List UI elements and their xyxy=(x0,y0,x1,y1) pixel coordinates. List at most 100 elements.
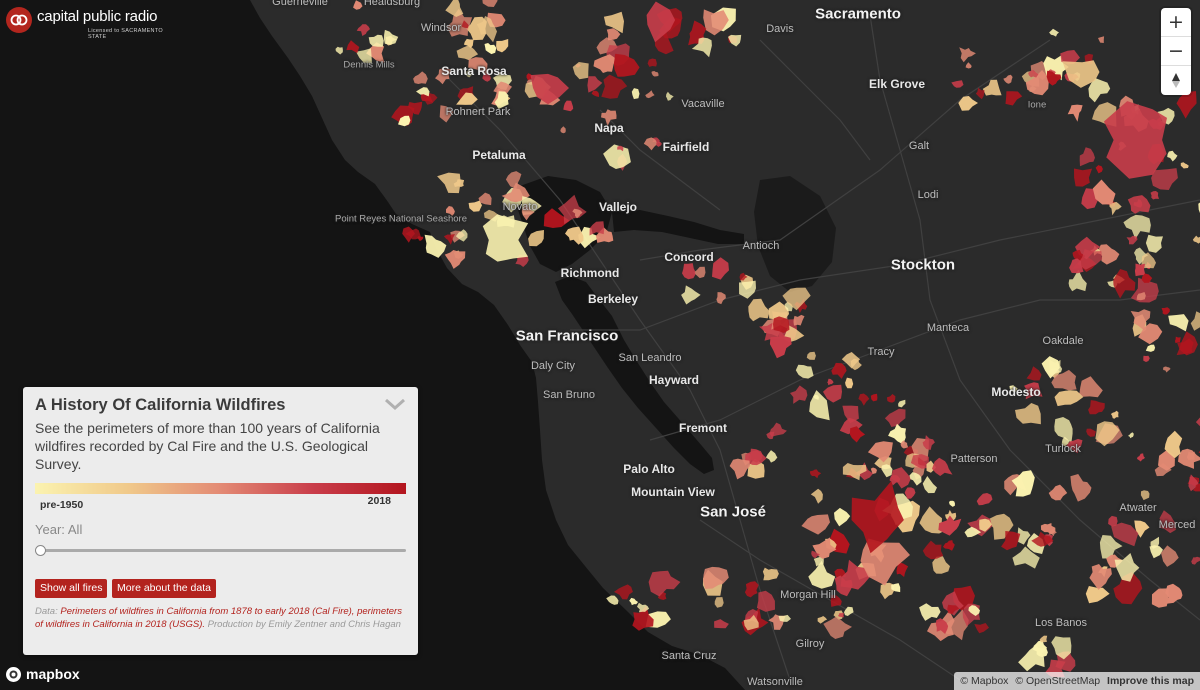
info-panel: A History Of California Wildfires See th… xyxy=(23,387,418,655)
fire-perimeter xyxy=(476,16,497,43)
fire-perimeter xyxy=(844,606,854,616)
year-value: All xyxy=(67,522,83,537)
improve-map-link[interactable]: Improve this map xyxy=(1107,675,1194,687)
fire-perimeter xyxy=(493,81,512,94)
fire-perimeter xyxy=(1126,235,1138,245)
fire-perimeter xyxy=(716,292,726,305)
legend-max-label: 2018 xyxy=(367,495,391,507)
fire-perimeter xyxy=(478,192,492,206)
mapbox-wordmark: mapbox xyxy=(26,666,80,682)
fire-perimeter xyxy=(1081,188,1098,210)
fire-perimeter xyxy=(768,301,789,321)
fire-perimeter xyxy=(947,604,960,615)
fire-perimeter xyxy=(823,384,842,403)
fire-perimeter xyxy=(468,57,488,75)
fire-perimeter xyxy=(346,40,360,54)
fire-perimeter xyxy=(1048,484,1068,501)
fire-perimeter xyxy=(543,208,570,228)
credits-prefix: Data: xyxy=(35,606,61,617)
fire-perimeter xyxy=(1109,201,1122,216)
collapse-chevron-icon[interactable] xyxy=(384,395,406,413)
fire-perimeter xyxy=(714,619,729,629)
fire-perimeter xyxy=(631,88,640,100)
year-slider[interactable] xyxy=(35,545,406,557)
fire-perimeter xyxy=(739,272,748,281)
fire-perimeter xyxy=(712,257,729,280)
fire-perimeter xyxy=(765,450,778,463)
fire-perimeter xyxy=(647,58,657,67)
usgs-data-link[interactable]: perimeters of wildfires in California in… xyxy=(35,606,402,630)
fire-perimeter xyxy=(1095,165,1103,174)
fire-perimeter xyxy=(841,352,861,369)
fire-perimeter xyxy=(870,467,877,474)
fire-perimeter xyxy=(919,506,945,534)
fire-perimeter xyxy=(1028,70,1039,78)
fire-perimeter xyxy=(494,91,509,109)
fire-perimeter xyxy=(606,28,621,41)
panel-title: A History Of California Wildfires xyxy=(35,396,286,414)
fire-perimeter xyxy=(1001,531,1021,551)
fire-perimeter xyxy=(1111,522,1139,547)
fire-perimeter xyxy=(565,226,584,245)
fire-perimeter xyxy=(464,70,473,78)
year-slider-thumb[interactable] xyxy=(35,545,46,556)
fire-perimeter xyxy=(867,441,893,463)
mapbox-attribution-link[interactable]: © Mapbox xyxy=(960,675,1009,687)
fire-perimeter xyxy=(1128,432,1134,439)
fire-perimeter xyxy=(1191,556,1200,565)
fire-perimeter xyxy=(1025,70,1049,96)
zoom-in-button[interactable]: + xyxy=(1161,8,1191,37)
logo-mark-icon xyxy=(6,7,32,33)
fire-perimeter xyxy=(1054,390,1084,407)
reset-north-button[interactable] xyxy=(1161,66,1191,95)
fire-perimeter xyxy=(1092,179,1116,205)
fire-perimeter xyxy=(782,287,811,311)
fire-perimeter xyxy=(975,87,985,100)
more-about-data-button[interactable]: More about the data xyxy=(112,579,216,598)
fire-perimeter xyxy=(941,609,969,641)
fire-perimeter xyxy=(793,314,805,326)
fire-perimeter xyxy=(1136,292,1146,301)
fire-perimeter xyxy=(932,556,950,574)
fire-perimeter xyxy=(1154,463,1172,477)
fire-perimeter xyxy=(1134,247,1149,265)
fire-perimeter xyxy=(613,53,640,77)
fire-perimeter xyxy=(1039,635,1048,643)
fire-perimeter xyxy=(445,0,464,17)
fire-perimeter xyxy=(1079,376,1103,398)
fire-perimeter xyxy=(762,567,779,581)
fire-perimeter xyxy=(1085,586,1110,604)
fire-perimeter xyxy=(790,385,808,404)
fire-perimeter xyxy=(886,394,896,403)
fire-perimeter xyxy=(909,472,922,486)
fire-perimeter xyxy=(1137,453,1145,462)
fire-perimeter xyxy=(845,377,854,389)
fire-perimeter xyxy=(1054,417,1073,443)
fire-perimeter xyxy=(353,0,363,10)
fire-perimeter xyxy=(881,464,893,478)
fire-perimeter xyxy=(505,171,522,189)
year-slider-track[interactable] xyxy=(35,549,406,552)
fire-perimeter xyxy=(890,467,911,489)
fire-perimeter xyxy=(617,145,624,152)
fire-perimeter xyxy=(456,92,478,105)
cal-fire-data-link[interactable]: Perimeters of wildfires in California fr… xyxy=(60,606,355,617)
osm-attribution-link[interactable]: © OpenStreetMap xyxy=(1015,675,1101,687)
fire-perimeter xyxy=(435,68,452,85)
capital-public-radio-logo[interactable]: capital public radio Licensed to SACRAME… xyxy=(6,6,171,40)
show-all-fires-button[interactable]: Show all fires xyxy=(35,579,108,598)
fire-perimeter xyxy=(356,48,372,64)
fire-perimeter xyxy=(530,73,569,105)
fire-perimeter xyxy=(1150,536,1160,549)
fire-perimeter xyxy=(444,250,466,269)
zoom-out-button[interactable]: − xyxy=(1161,37,1191,66)
fire-perimeter xyxy=(739,280,756,299)
fire-perimeter xyxy=(1069,258,1084,274)
fire-perimeter xyxy=(563,100,574,112)
fire-perimeter xyxy=(1192,483,1200,492)
fire-perimeter xyxy=(1070,474,1092,502)
fire-perimeter xyxy=(1145,344,1156,352)
fire-perimeter xyxy=(1046,70,1062,86)
